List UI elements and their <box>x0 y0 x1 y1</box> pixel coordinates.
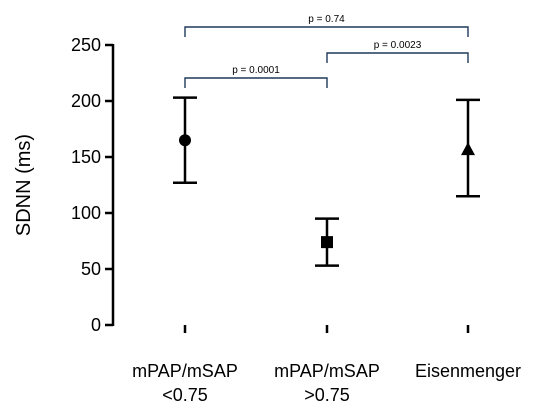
significance-brackets: p = 0.0001 p = 0.0023 p = 0.74 <box>184 14 469 88</box>
mean-marker-circle <box>179 134 191 147</box>
significance-bracket: p = 0.0023 <box>326 40 469 63</box>
p-value-label: p = 0.0023 <box>374 40 422 51</box>
x-category-label: mPAP/mSAP <box>132 361 238 381</box>
p-value-label: p = 0.0001 <box>232 65 280 76</box>
y-ticks: 0 50 100 150 200 250 <box>71 35 113 335</box>
data-point-group <box>315 217 339 267</box>
significance-bracket: p = 0.74 <box>184 14 469 37</box>
bracket-line <box>184 77 328 88</box>
y-tick-label: 50 <box>81 259 101 279</box>
y-axis-title: SDNN (ms) <box>13 134 35 236</box>
bracket-line <box>326 52 469 63</box>
y-tick-label: 200 <box>71 91 101 111</box>
x-category-label: <0.75 <box>162 385 208 405</box>
y-tick-label: 0 <box>91 315 101 335</box>
x-category-label: Eisenmenger <box>415 361 521 381</box>
significance-bracket: p = 0.0001 <box>184 65 328 88</box>
y-tick-label: 250 <box>71 35 101 55</box>
p-value-label: p = 0.74 <box>308 14 345 25</box>
mean-marker-triangle <box>461 142 475 156</box>
data-point-group <box>456 98 480 198</box>
y-tick-label: 100 <box>71 203 101 223</box>
data-point-group <box>173 96 197 185</box>
x-category-label: >0.75 <box>304 385 350 405</box>
y-tick-label: 150 <box>71 147 101 167</box>
data-series <box>173 96 480 267</box>
x-category-labels: mPAP/mSAP <0.75 mPAP/mSAP >0.75 Eisenmenger <box>132 325 521 405</box>
x-category-label: mPAP/mSAP <box>274 361 380 381</box>
bracket-line <box>184 26 469 37</box>
mean-marker-square <box>321 236 333 249</box>
